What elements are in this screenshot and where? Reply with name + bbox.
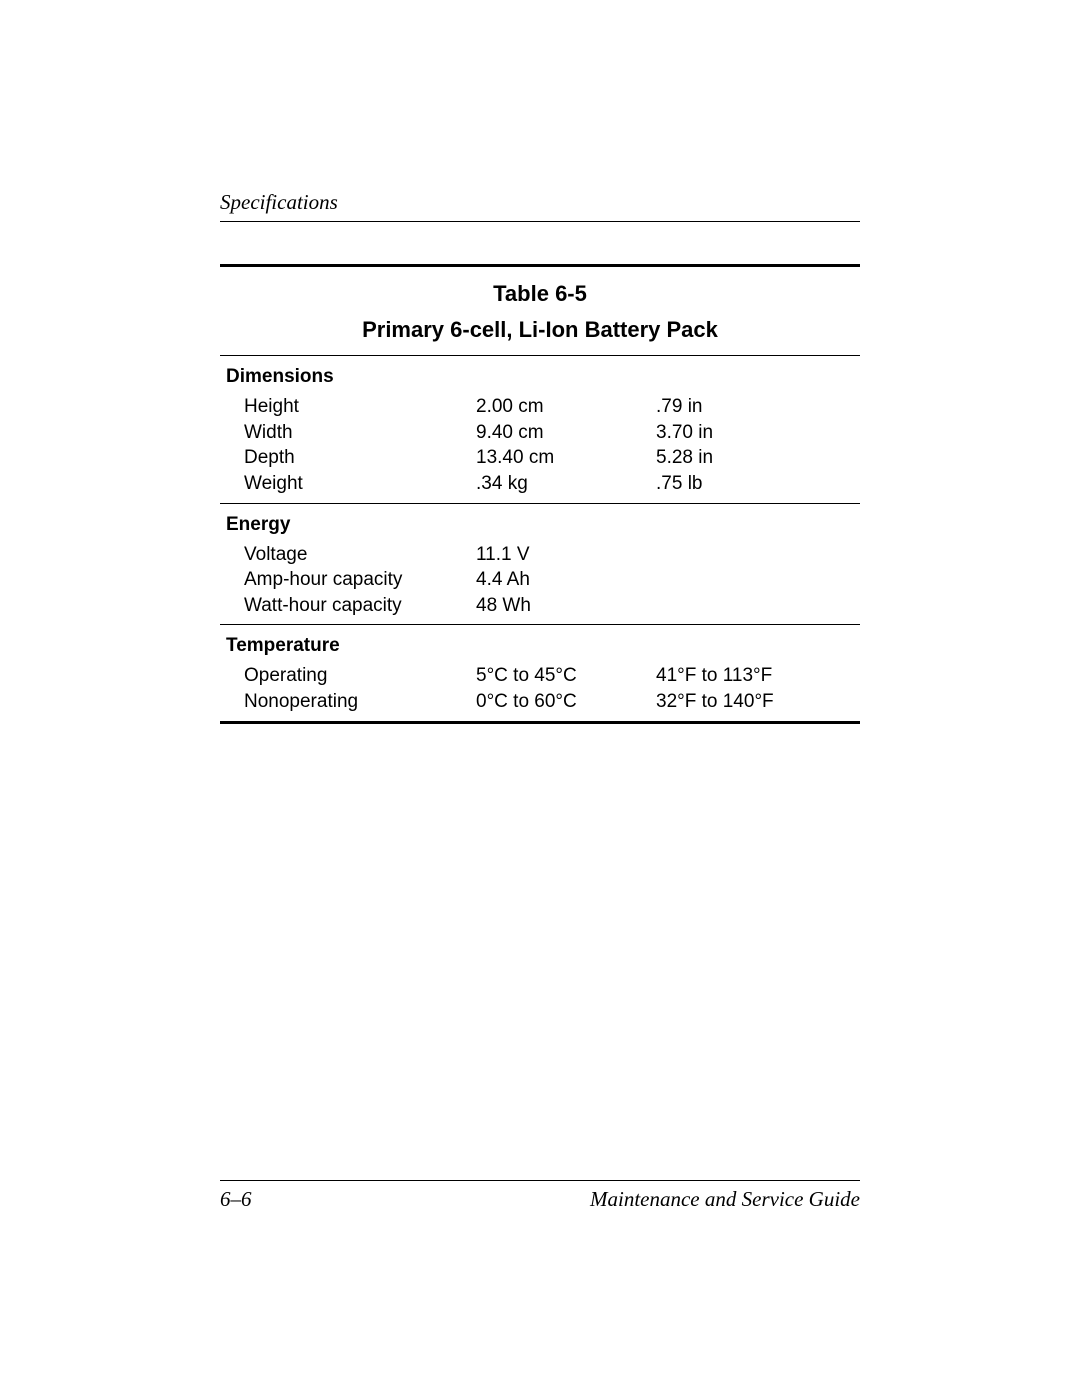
section-dimensions: Dimensions Height 2.00 cm .79 in Width 9…	[220, 355, 860, 503]
cell-imperial	[656, 567, 854, 593]
table-row: Watt-hour capacity 48 Wh	[220, 593, 860, 619]
cell-metric: .34 kg	[476, 471, 656, 497]
table-row: Width 9.40 cm 3.70 in	[220, 420, 860, 446]
cell-label: Height	[226, 394, 476, 420]
cell-metric: 48 Wh	[476, 593, 656, 619]
cell-imperial: 5.28 in	[656, 445, 854, 471]
table-row: Weight .34 kg .75 lb	[220, 471, 860, 497]
cell-label: Nonoperating	[226, 689, 476, 715]
cell-label: Watt-hour capacity	[226, 593, 476, 619]
cell-metric: 5°C to 45°C	[476, 663, 656, 689]
cell-metric: 11.1 V	[476, 542, 656, 568]
cell-imperial: .79 in	[656, 394, 854, 420]
section-temperature: Temperature Operating 5°C to 45°C 41°F t…	[220, 624, 860, 720]
cell-imperial: 3.70 in	[656, 420, 854, 446]
cell-metric: 2.00 cm	[476, 394, 656, 420]
section-energy: Energy Voltage 11.1 V Amp-hour capacity …	[220, 503, 860, 625]
page-footer: 6–6 Maintenance and Service Guide	[220, 1180, 860, 1212]
table-number: Table 6-5	[220, 281, 860, 307]
cell-metric: 13.40 cm	[476, 445, 656, 471]
section-header: Energy	[220, 510, 860, 542]
guide-title: Maintenance and Service Guide	[590, 1187, 860, 1212]
cell-label: Weight	[226, 471, 476, 497]
cell-label: Amp-hour capacity	[226, 567, 476, 593]
table-row: Depth 13.40 cm 5.28 in	[220, 445, 860, 471]
table-row: Operating 5°C to 45°C 41°F to 113°F	[220, 663, 860, 689]
cell-imperial: 41°F to 113°F	[656, 663, 854, 689]
cell-metric: 9.40 cm	[476, 420, 656, 446]
page-number: 6–6	[220, 1187, 252, 1212]
table-row: Nonoperating 0°C to 60°C 32°F to 140°F	[220, 689, 860, 715]
page-header: Specifications	[220, 190, 860, 222]
cell-imperial	[656, 542, 854, 568]
section-header: Temperature	[220, 631, 860, 663]
cell-metric: 0°C to 60°C	[476, 689, 656, 715]
cell-imperial: .75 lb	[656, 471, 854, 497]
spec-table: Table 6-5 Primary 6-cell, Li-Ion Battery…	[220, 264, 860, 724]
cell-label: Depth	[226, 445, 476, 471]
cell-imperial	[656, 593, 854, 619]
table-row: Height 2.00 cm .79 in	[220, 394, 860, 420]
cell-metric: 4.4 Ah	[476, 567, 656, 593]
cell-imperial: 32°F to 140°F	[656, 689, 854, 715]
cell-label: Voltage	[226, 542, 476, 568]
table-row: Amp-hour capacity 4.4 Ah	[220, 567, 860, 593]
table-row: Voltage 11.1 V	[220, 542, 860, 568]
header-title: Specifications	[220, 190, 338, 214]
cell-label: Width	[226, 420, 476, 446]
section-header: Dimensions	[220, 362, 860, 394]
table-title: Primary 6-cell, Li-Ion Battery Pack	[220, 317, 860, 343]
cell-label: Operating	[226, 663, 476, 689]
